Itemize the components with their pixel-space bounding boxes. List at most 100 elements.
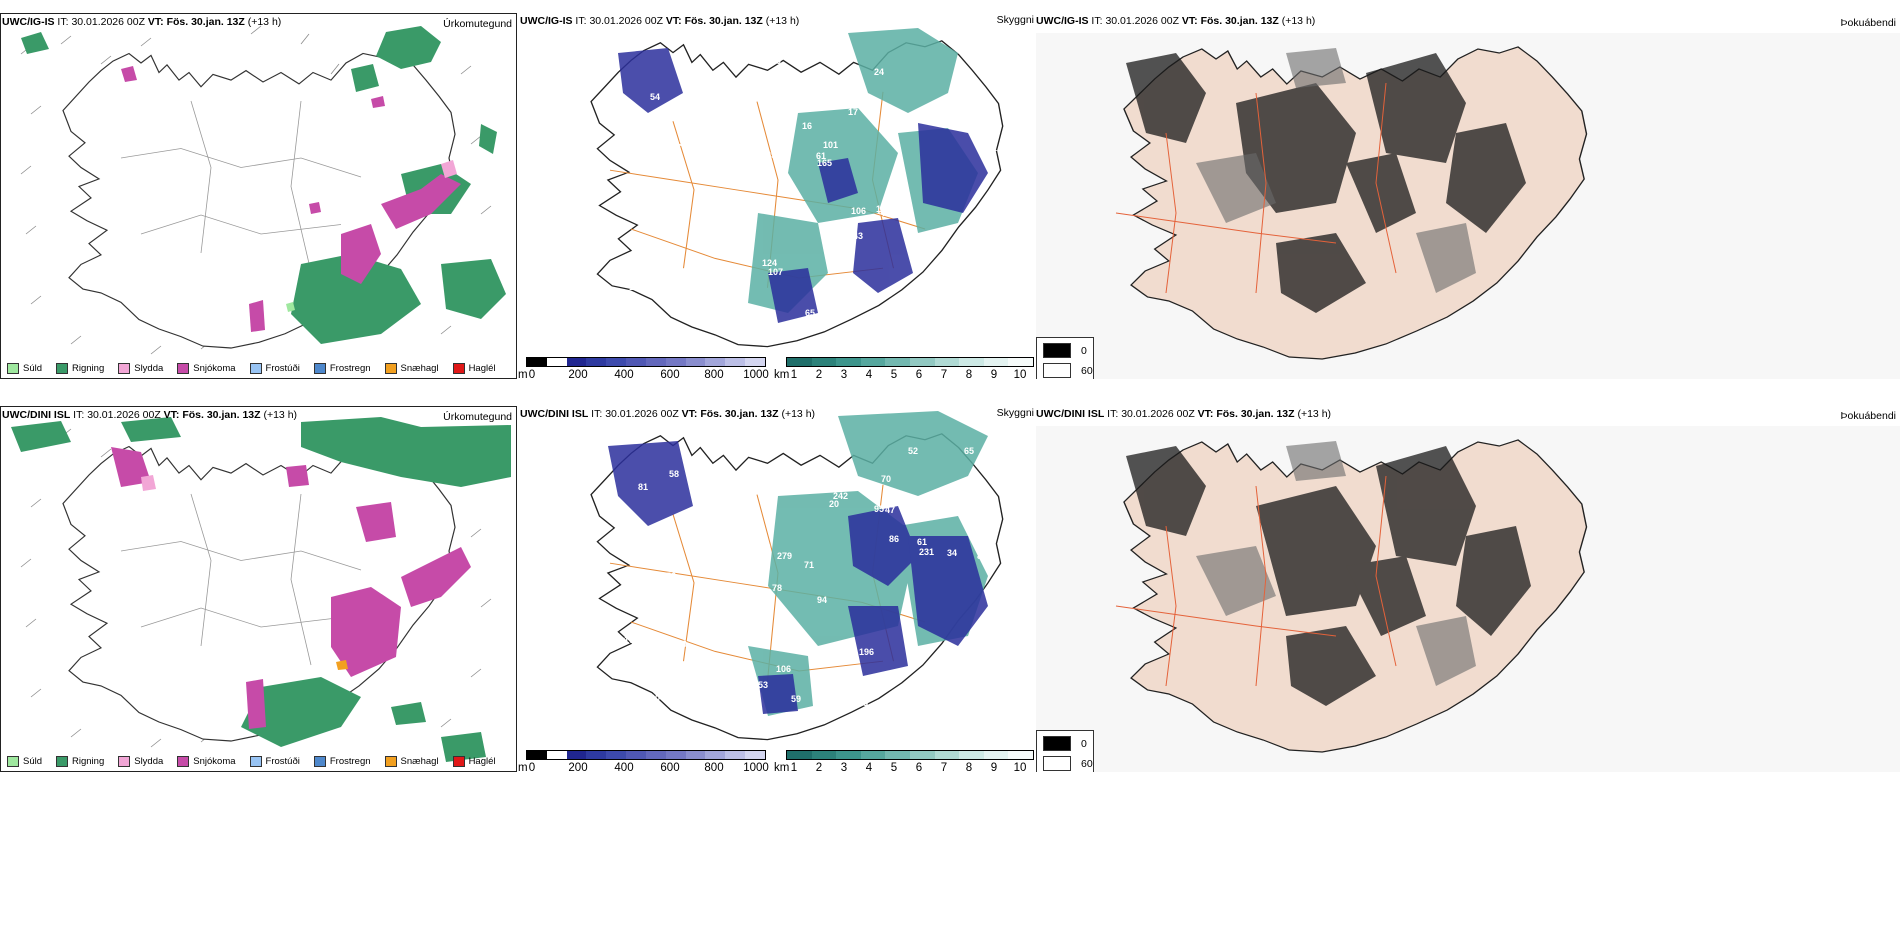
sleet-swatch (118, 756, 131, 767)
visibility-value-label: 68 (786, 469, 796, 479)
visibility-value-label: 540 (672, 639, 687, 649)
snow-swatch (177, 756, 190, 767)
fog-map-top (1036, 33, 1900, 379)
visibility-value-label: 159 (629, 282, 644, 292)
rain-swatch (56, 363, 69, 374)
visibility-value-label: 10 (729, 453, 739, 463)
frost-drizzle-swatch (249, 756, 262, 767)
visibility-value-label: 218 (719, 128, 734, 138)
visibility-colorbar: km 1 2 3 4 5 6 7 8 9 10 (774, 357, 1036, 379)
visibility-value-label: 86 (889, 534, 899, 544)
visibility-value-label: 83 (822, 706, 832, 716)
precip-legend: Súld Rigning Slydda Snjókoma Frostúði Fr… (7, 363, 496, 374)
rain-swatch (56, 756, 69, 767)
visibility-value-label: 60 (644, 151, 654, 161)
visibility-value-label: 75 (639, 588, 649, 598)
visibility-value-label: 300 (766, 56, 781, 66)
visibility-value-label: 16 (666, 571, 676, 581)
visibility-value-label: 61 (816, 151, 826, 161)
panel-variable-label: Þokuábendi (1840, 410, 1896, 422)
visibility-value-label: 20 (650, 693, 660, 703)
visibility-value-label: 164 (756, 543, 771, 553)
visibility-value-label: 139 (774, 95, 789, 105)
visibility-value-label: 78 (772, 583, 782, 593)
visibility-value-label: 24 (874, 67, 884, 77)
visibility-value-label: 65 (953, 83, 963, 93)
drizzle-swatch (7, 363, 19, 374)
visibility-panel-top: 73 60 65 102 17 165 62 16 84 15 159 211 139 101 47 54 30… (518, 13, 1036, 379)
graupel-swatch (384, 363, 397, 374)
panel-title: UWC/DINI ISL IT: 30.01.2026 00Z VT: Fös.… (2, 409, 298, 421)
visibility-value-label: 65 (805, 308, 815, 318)
visibility-value-label: 106 (851, 206, 866, 216)
visibility-panel-bottom: 92 70 87 78 94 16 81 95 75 20 71 20 10 77 83 152 106 52 86… (518, 406, 1036, 772)
precip-type-map-top (20, 25, 506, 355)
visibility-value-label: 96 (633, 299, 643, 309)
visibility-value-label: 73 (947, 293, 957, 303)
visibility-value-label: 47 (662, 543, 672, 553)
visibility-value-label: 196 (859, 647, 874, 657)
visibility-value-label: 55 (858, 698, 868, 708)
fog-panel-top: Þokuábendi 0 60 UWC/IG-IS IT: 30.01.2026… (1036, 13, 1900, 379)
visibility-value-label: 15 (730, 126, 740, 136)
visibility-value-label: 86 (762, 165, 772, 175)
visibility-value-label: 59 (791, 694, 801, 704)
visibility-value-label: 143 (927, 662, 942, 672)
visibility-value-label: 265 (735, 706, 750, 716)
visibility-value-label: 62 (764, 94, 774, 104)
visibility-value-label: 20 (829, 499, 839, 509)
visibility-value-label: 34 (947, 548, 957, 558)
fog-map-bottom (1036, 426, 1900, 772)
visibility-value-label: 122 (942, 264, 957, 274)
visibility-value-label: 47 (885, 505, 895, 515)
visibility-value-label: 106 (776, 664, 791, 674)
visibility-value-label: 242 (833, 491, 848, 501)
visibility-value-label: 102 (755, 180, 770, 190)
frost-rain-swatch (313, 363, 326, 374)
visibility-value-label: 152 (831, 705, 846, 715)
visibility-value-label: 68 (953, 119, 963, 129)
fog-panel-bottom: Þokuábendi 0 60 UWC/DINI ISL IT: 30.01.2… (1036, 406, 1900, 772)
panel-variable-label: Úrkomutegund (443, 411, 512, 423)
visibility-value-label: 61 (917, 537, 927, 547)
visibility-value-label: 52 (697, 95, 707, 105)
visibility-value-label: 279 (777, 551, 792, 561)
visibility-value-label: 77 (730, 583, 740, 593)
visibility-value-label: 160 (624, 635, 639, 645)
panel-variable-label: Úrkomutegund (443, 18, 512, 30)
precip-type-map-bottom (11, 417, 511, 762)
drizzle-swatch (7, 756, 19, 767)
fog-legend: 0 60 (1036, 337, 1094, 379)
visibility-value-label: 65 (964, 446, 974, 456)
precip-type-panel-bottom: UWC/DINI ISL IT: 30.01.2026 00Z VT: Fös.… (0, 406, 517, 772)
visibility-value-label: 81 (638, 482, 648, 492)
visibility-value-label: 43 (984, 634, 994, 644)
hail-swatch (452, 756, 465, 767)
visibility-value-label: 71 (804, 560, 814, 570)
visibility-value-label: 417 (982, 548, 997, 558)
visibility-value-label: 95 (874, 504, 884, 514)
visibility-value-label: 101 (823, 140, 838, 150)
panel-variable-label: Skyggni (996, 14, 1034, 26)
graupel-swatch (384, 756, 397, 767)
visibility-value-label: 54 (650, 92, 660, 102)
visibility-value-label: 20 (972, 129, 982, 139)
visibility-value-label: 84 (917, 293, 927, 303)
ceiling-colorbar: m 0 200 400 600 800 1000 (518, 357, 769, 379)
panel-title: UWC/IG-IS IT: 30.01.2026 00Z VT: Fös. 30… (1036, 15, 1316, 27)
panel-title: UWC/IG-IS IT: 30.01.2026 00Z VT: Fös. 30… (520, 15, 800, 27)
visibility-value-label: 107 (768, 267, 783, 277)
visibility-value-label: 165 (817, 158, 832, 168)
sleet-swatch (118, 363, 131, 374)
visibility-value-label: 58 (669, 469, 679, 479)
visibility-colorbar: km 1 2 3 4 5 6 7 8 9 10 (774, 750, 1036, 772)
visibility-value-label: 104 (876, 204, 891, 214)
visibility-map-top: 73 60 65 102 17 165 62 16 84 15 159 211 139 101 47 54 30… (590, 28, 1004, 348)
hail-swatch (452, 363, 465, 374)
panel-title: UWC/DINI ISL IT: 30.01.2026 00Z VT: Fös.… (520, 408, 816, 420)
frost-rain-swatch (313, 756, 326, 767)
precip-legend: Súld Rigning Slydda Snjókoma Frostúði Fr… (7, 756, 496, 767)
visibility-value-label: 31 (679, 138, 689, 148)
visibility-value-label: 17 (848, 107, 858, 117)
